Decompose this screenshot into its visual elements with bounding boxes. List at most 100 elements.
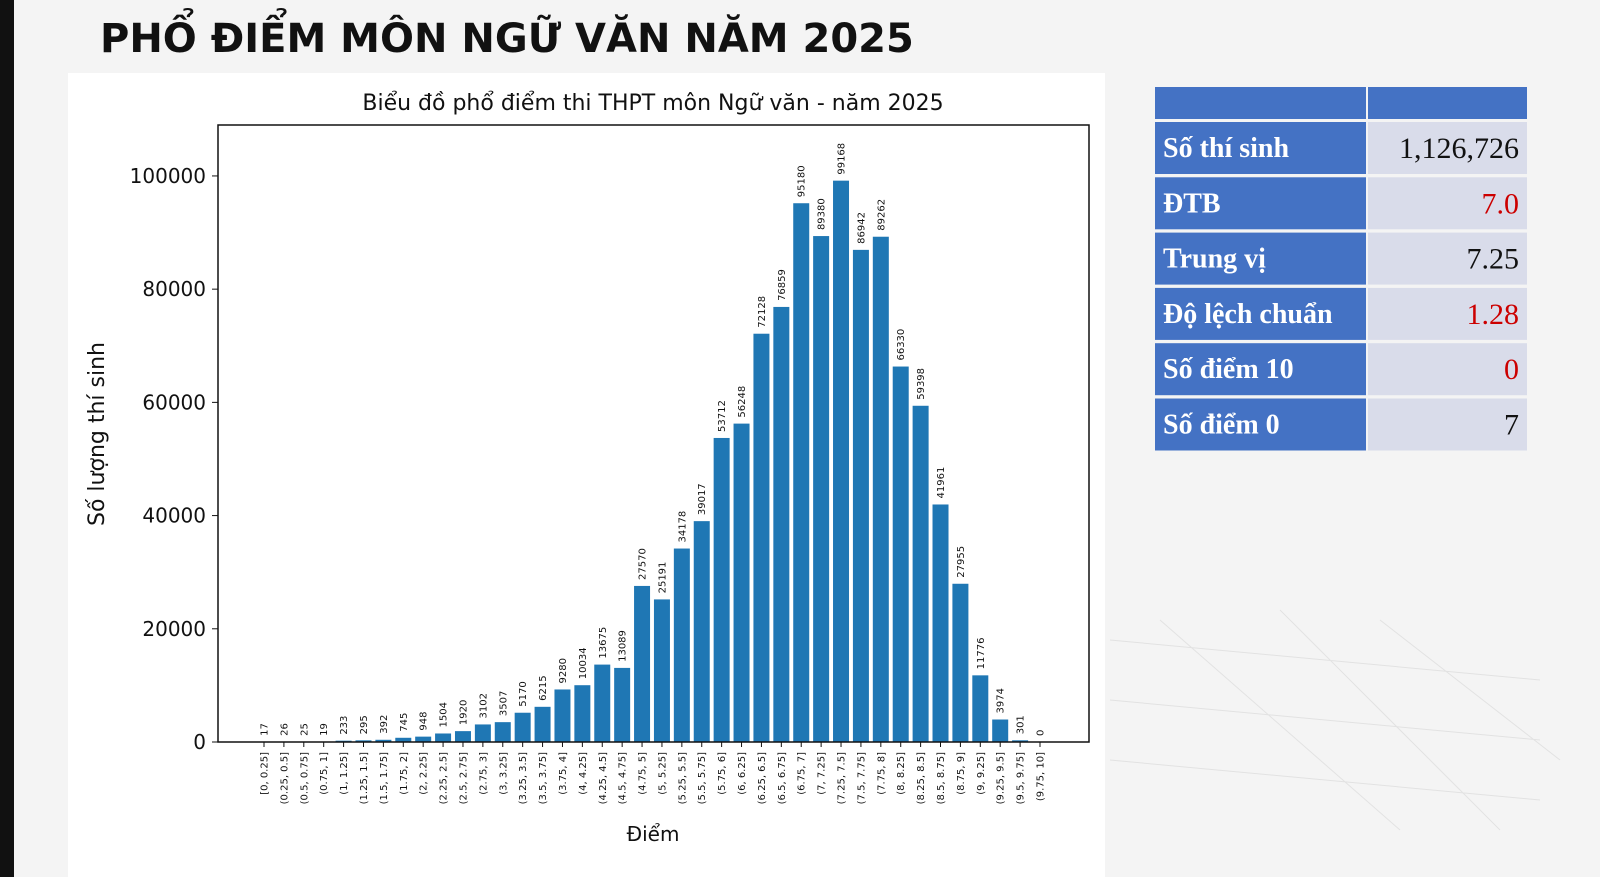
bar	[395, 737, 412, 742]
plot-frame	[217, 124, 1090, 743]
bar	[355, 740, 372, 742]
bar	[474, 724, 491, 742]
row-value: 1.28	[1467, 298, 1520, 331]
bar	[415, 736, 432, 742]
x-tick-label: (5.25, 5.5]	[677, 752, 688, 804]
table-header-right	[1368, 87, 1527, 119]
bar	[773, 306, 790, 742]
x-tick-label: (2.75, 3]	[478, 752, 489, 795]
bar	[693, 521, 710, 742]
value-label: 13675	[598, 627, 609, 659]
value-label: 89380	[817, 198, 828, 230]
bar	[673, 548, 690, 742]
x-tick-label: (5.75, 6]	[717, 752, 728, 795]
bar	[972, 675, 989, 742]
value-label: 53712	[717, 400, 728, 432]
label-cell	[1155, 232, 1366, 285]
bar	[574, 685, 591, 742]
bar	[753, 333, 770, 742]
x-tick-label: (0.5, 0.75]	[299, 752, 310, 804]
bar	[713, 437, 730, 742]
value-label: 26	[279, 723, 290, 736]
row-label: Số điểm 0	[1163, 410, 1280, 441]
row-label: Trung vị	[1163, 244, 1266, 275]
value-label: 1504	[439, 702, 450, 727]
bar	[514, 712, 531, 742]
value-label: 95180	[797, 165, 808, 197]
label-cell	[1155, 343, 1366, 396]
x-tick-label: (1.5, 1.75]	[379, 752, 390, 804]
x-tick-label: (7, 7.25]	[817, 752, 828, 795]
value-label: 6215	[538, 675, 549, 700]
x-tick-label: (4.75, 5]	[638, 752, 649, 795]
row-label: Độ lệch chuẩn	[1163, 299, 1333, 330]
value-label: 59398	[916, 368, 927, 400]
x-tick-label: (8.75, 9]	[956, 752, 967, 795]
x-tick-label: (7.75, 8]	[876, 752, 887, 795]
y-tick-label: 100000	[130, 164, 206, 188]
value-label: 25	[299, 723, 310, 736]
value-label: 39017	[697, 483, 708, 515]
bar	[892, 366, 909, 742]
bar	[872, 236, 889, 742]
x-tick-label: (6.25, 6.5]	[757, 752, 768, 804]
y-axis-label: Số lượng thí sinh	[85, 342, 110, 526]
value-label: 11776	[976, 638, 987, 670]
value-label: 301	[1016, 715, 1027, 734]
y-tick-label: 0	[193, 730, 206, 754]
value-label: 27955	[956, 546, 967, 578]
value-label: 41961	[936, 467, 947, 499]
x-tick-label: (4.25, 4.5]	[598, 752, 609, 804]
x-tick-label: (5, 5.25]	[657, 752, 668, 795]
value-label: 1920	[458, 700, 469, 725]
x-tick-label: (9, 9.25]	[976, 752, 987, 795]
x-tick-label: (8, 8.25]	[896, 752, 907, 795]
value-label: 19	[319, 723, 330, 736]
x-tick-label: (7.25, 7.5]	[837, 752, 848, 804]
value-label: 3507	[498, 691, 509, 716]
bar	[932, 504, 949, 742]
x-tick-label: (0.25, 0.5]	[279, 752, 290, 804]
y-tick-label: 80000	[142, 277, 206, 301]
value-label: 9280	[558, 658, 569, 683]
value-label: 17	[260, 723, 271, 736]
bar	[594, 664, 611, 742]
label-cell	[1155, 122, 1366, 174]
bar	[653, 599, 670, 742]
x-tick-label: [0, 0.25]	[260, 752, 271, 795]
x-tick-label: (6.5, 6.75]	[777, 752, 788, 804]
value-label: 89262	[876, 199, 887, 231]
bar	[614, 667, 631, 742]
decor-grid	[1109, 609, 1561, 831]
x-tick-label: (0.75, 1]	[319, 752, 330, 795]
bar	[375, 739, 392, 742]
x-tick-label: (4, 4.25]	[578, 752, 589, 795]
x-tick-label: (2.25, 2.5]	[439, 752, 450, 804]
bar	[733, 423, 750, 742]
row-value: 1,126,726	[1399, 132, 1519, 165]
bar	[793, 203, 810, 742]
table-header-left	[1155, 87, 1366, 119]
x-tick-label: (1.75, 2]	[399, 752, 410, 795]
value-label: 76859	[777, 269, 788, 301]
y-tick-label: 20000	[142, 617, 206, 641]
bar	[912, 405, 929, 742]
x-tick-label: (1, 1.25]	[339, 752, 350, 795]
value-cell	[1368, 177, 1527, 230]
x-tick-label: (3, 3.25]	[498, 752, 509, 795]
value-cell	[1368, 398, 1527, 451]
value-label: 392	[379, 715, 390, 734]
value-cell	[1368, 287, 1527, 340]
row-label: Số điểm 10	[1163, 354, 1294, 385]
x-tick-label: (6, 6.25]	[737, 752, 748, 795]
y-tick-label: 40000	[142, 504, 206, 528]
bar	[454, 731, 471, 742]
value-label: 3102	[478, 693, 489, 718]
row-value: 7.0	[1482, 187, 1520, 220]
label-cell	[1155, 398, 1366, 451]
value-label: 948	[419, 712, 430, 731]
value-cell	[1368, 122, 1527, 174]
bar	[534, 706, 551, 742]
row-label: ĐTB	[1163, 188, 1221, 219]
